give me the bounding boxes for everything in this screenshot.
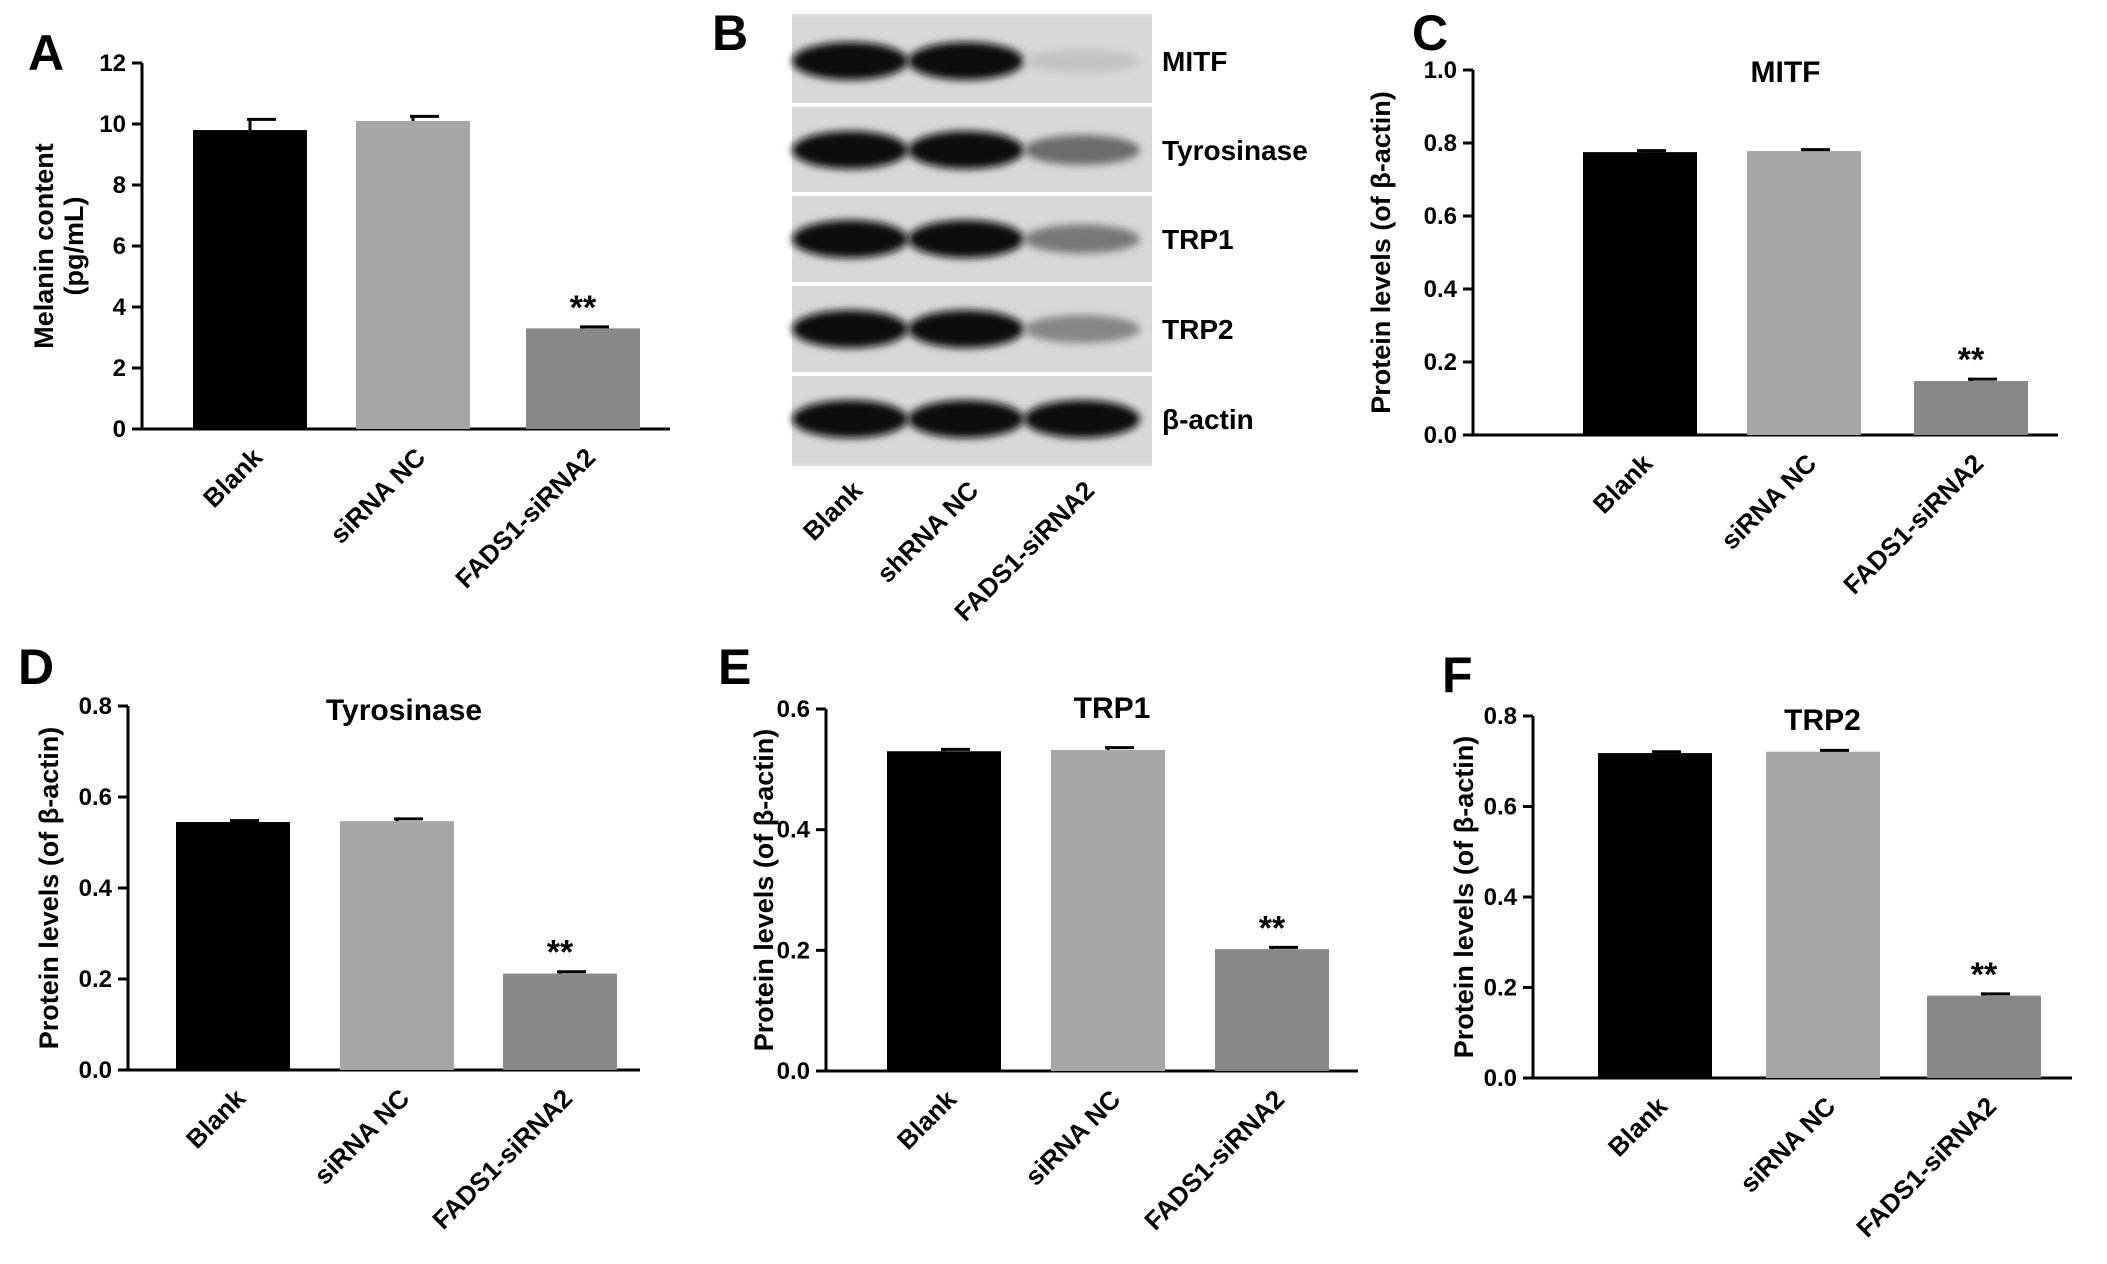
- panel-f-y-tick-label: 0.6: [1484, 794, 1517, 821]
- panel-d-y-axis-label-line: Protein levels (of β-actin): [34, 727, 64, 1050]
- panel-a-bar-sirna-nc: [356, 120, 470, 429]
- panel-a-y-axis-label: Melanin content (pg/mL): [29, 143, 89, 349]
- panel-e-significance-fads1-sirna2: **: [1259, 909, 1286, 947]
- panel-a-y-axis-label-line: (pg/mL): [59, 197, 89, 296]
- panel-letter-a: A: [28, 25, 64, 81]
- panel-letter-f: F: [1442, 647, 1473, 703]
- panel-letter-d: D: [18, 639, 54, 695]
- panel-e-bar-sirna-nc: [1051, 750, 1165, 1071]
- panel-a-significance-fads1-sirna2: **: [570, 289, 597, 327]
- panel-c-bar-blank: [1583, 152, 1697, 435]
- panel-letter-e: E: [718, 639, 751, 695]
- panel-c-y-tick-label: 0.2: [1424, 349, 1457, 376]
- panel-letter-c: C: [1412, 5, 1448, 61]
- panel-f-y-tick-label: 0.8: [1484, 703, 1517, 730]
- blot-band-tyrosinase-blank: [792, 131, 908, 169]
- blot-band-actin-fads1-sirna2: [1024, 400, 1140, 438]
- panel-d-chart-title: Tyrosinase: [326, 694, 482, 727]
- panel-d-y-tick-label: 0.8: [79, 693, 112, 720]
- blot-band-mitf-shrna-nc: [908, 42, 1024, 80]
- panel-d-y-tick-label: 0.2: [79, 966, 112, 993]
- panel-d-y-axis-label: Protein levels (of β-actin): [34, 727, 64, 1050]
- panel-e-y-axis-label: Protein levels (of β-actin): [749, 729, 779, 1052]
- blot-band-actin-shrna-nc: [908, 400, 1024, 438]
- panel-e-chart-title: TRP1: [1074, 692, 1151, 725]
- blot-band-trp2-shrna-nc: [908, 310, 1024, 348]
- panel-a-y-axis-label-line: Melanin content: [29, 143, 59, 349]
- panel-e-y-tick-label: 0.6: [777, 696, 810, 723]
- panel-d-significance-fads1-sirna2: **: [547, 934, 574, 972]
- panel-c-chart-title: MITF: [1751, 56, 1821, 89]
- panel-e-y-tick-label: 0.2: [777, 937, 810, 964]
- panel-e-y-tick-label: 0.0: [777, 1058, 810, 1085]
- panel-f-y-tick-label: 0.2: [1484, 975, 1517, 1002]
- panel-f-y-tick-label: 0.0: [1484, 1065, 1517, 1092]
- panel-f-bar-blank: [1598, 753, 1712, 1078]
- panel-f-bar-fads1-sirna2: [1927, 995, 2041, 1078]
- blot-band-trp1-shrna-nc: [908, 220, 1024, 258]
- panel-a-bar-fads1-sirna2: [526, 328, 640, 429]
- panel-c-y-tick-label: 0.6: [1424, 203, 1457, 230]
- blot-label-actin: β-actin: [1162, 404, 1254, 435]
- blot-band-mitf-fads1-sirna2: [1024, 49, 1140, 73]
- panel-d-bar-blank: [176, 822, 290, 1070]
- panel-c-y-tick-label: 0.0: [1424, 422, 1457, 449]
- blot-label-trp2: TRP2: [1162, 314, 1234, 345]
- panel-a-y-tick-label: 6: [113, 233, 126, 260]
- panel-a-bar-blank: [193, 130, 307, 429]
- blot-band-trp2-fads1-sirna2: [1024, 315, 1140, 343]
- panel-c-y-tick-label: 0.4: [1424, 276, 1458, 303]
- panel-a-y-tick-label: 0: [113, 416, 126, 443]
- panel-f-y-axis-label-line: Protein levels (of β-actin): [1449, 736, 1479, 1059]
- blot-band-trp1-fads1-sirna2: [1024, 224, 1140, 254]
- blot-band-trp2-blank: [792, 310, 908, 348]
- panel-d-y-tick-label: 0.6: [79, 784, 112, 811]
- panel-a-y-tick-label: 4: [113, 294, 127, 321]
- panel-d-bar-fads1-sirna2: [503, 973, 617, 1070]
- blot-label-trp1: TRP1: [1162, 224, 1234, 255]
- panel-c-y-tick-label: 1.0: [1424, 57, 1457, 84]
- panel-d-y-tick-label: 0.4: [79, 875, 113, 902]
- panel-f-significance-fads1-sirna2: **: [1971, 956, 1998, 994]
- panel-a-y-tick-label: 2: [113, 355, 126, 382]
- blot-band-mitf-blank: [792, 42, 908, 80]
- panel-f-chart-title: TRP2: [1784, 704, 1861, 737]
- panel-f-y-tick-label: 0.4: [1484, 884, 1518, 911]
- panel-a-y-tick-label: 12: [99, 50, 126, 77]
- blot-band-actin-blank: [792, 400, 908, 438]
- panel-d-y-tick-label: 0.0: [79, 1057, 112, 1084]
- blot-label-tyrosinase: Tyrosinase: [1162, 135, 1308, 166]
- blot-band-tyrosinase-shrna-nc: [908, 131, 1024, 169]
- panel-f-y-axis-label: Protein levels (of β-actin): [1449, 736, 1479, 1059]
- panel-e-y-tick-label: 0.4: [777, 817, 811, 844]
- panel-e-bar-blank: [887, 751, 1001, 1071]
- blot-label-mitf: MITF: [1162, 46, 1227, 77]
- panel-d-bar-sirna-nc: [340, 821, 454, 1070]
- panel-c-y-axis-label-line: Protein levels (of β-actin): [1366, 91, 1396, 414]
- panel-a-y-tick-label: 8: [113, 172, 126, 199]
- panel-c-significance-fads1-sirna2: **: [1958, 341, 1985, 379]
- panel-c-bar-fads1-sirna2: [1914, 380, 2028, 435]
- blot-band-trp1-blank: [792, 220, 908, 258]
- panel-letter-b: B: [712, 5, 748, 61]
- panel-a-y-tick-label: 10: [99, 111, 126, 138]
- panel-f-bar-sirna-nc: [1766, 751, 1880, 1078]
- panel-c-bar-sirna-nc: [1747, 151, 1861, 435]
- panel-c-y-tick-label: 0.8: [1424, 130, 1457, 157]
- blot-band-tyrosinase-fads1-sirna2: [1024, 135, 1140, 165]
- panel-c-y-axis-label: Protein levels (of β-actin): [1366, 91, 1396, 414]
- panel-e-bar-fads1-sirna2: [1215, 949, 1329, 1071]
- panel-e-y-axis-label-line: Protein levels (of β-actin): [749, 729, 779, 1052]
